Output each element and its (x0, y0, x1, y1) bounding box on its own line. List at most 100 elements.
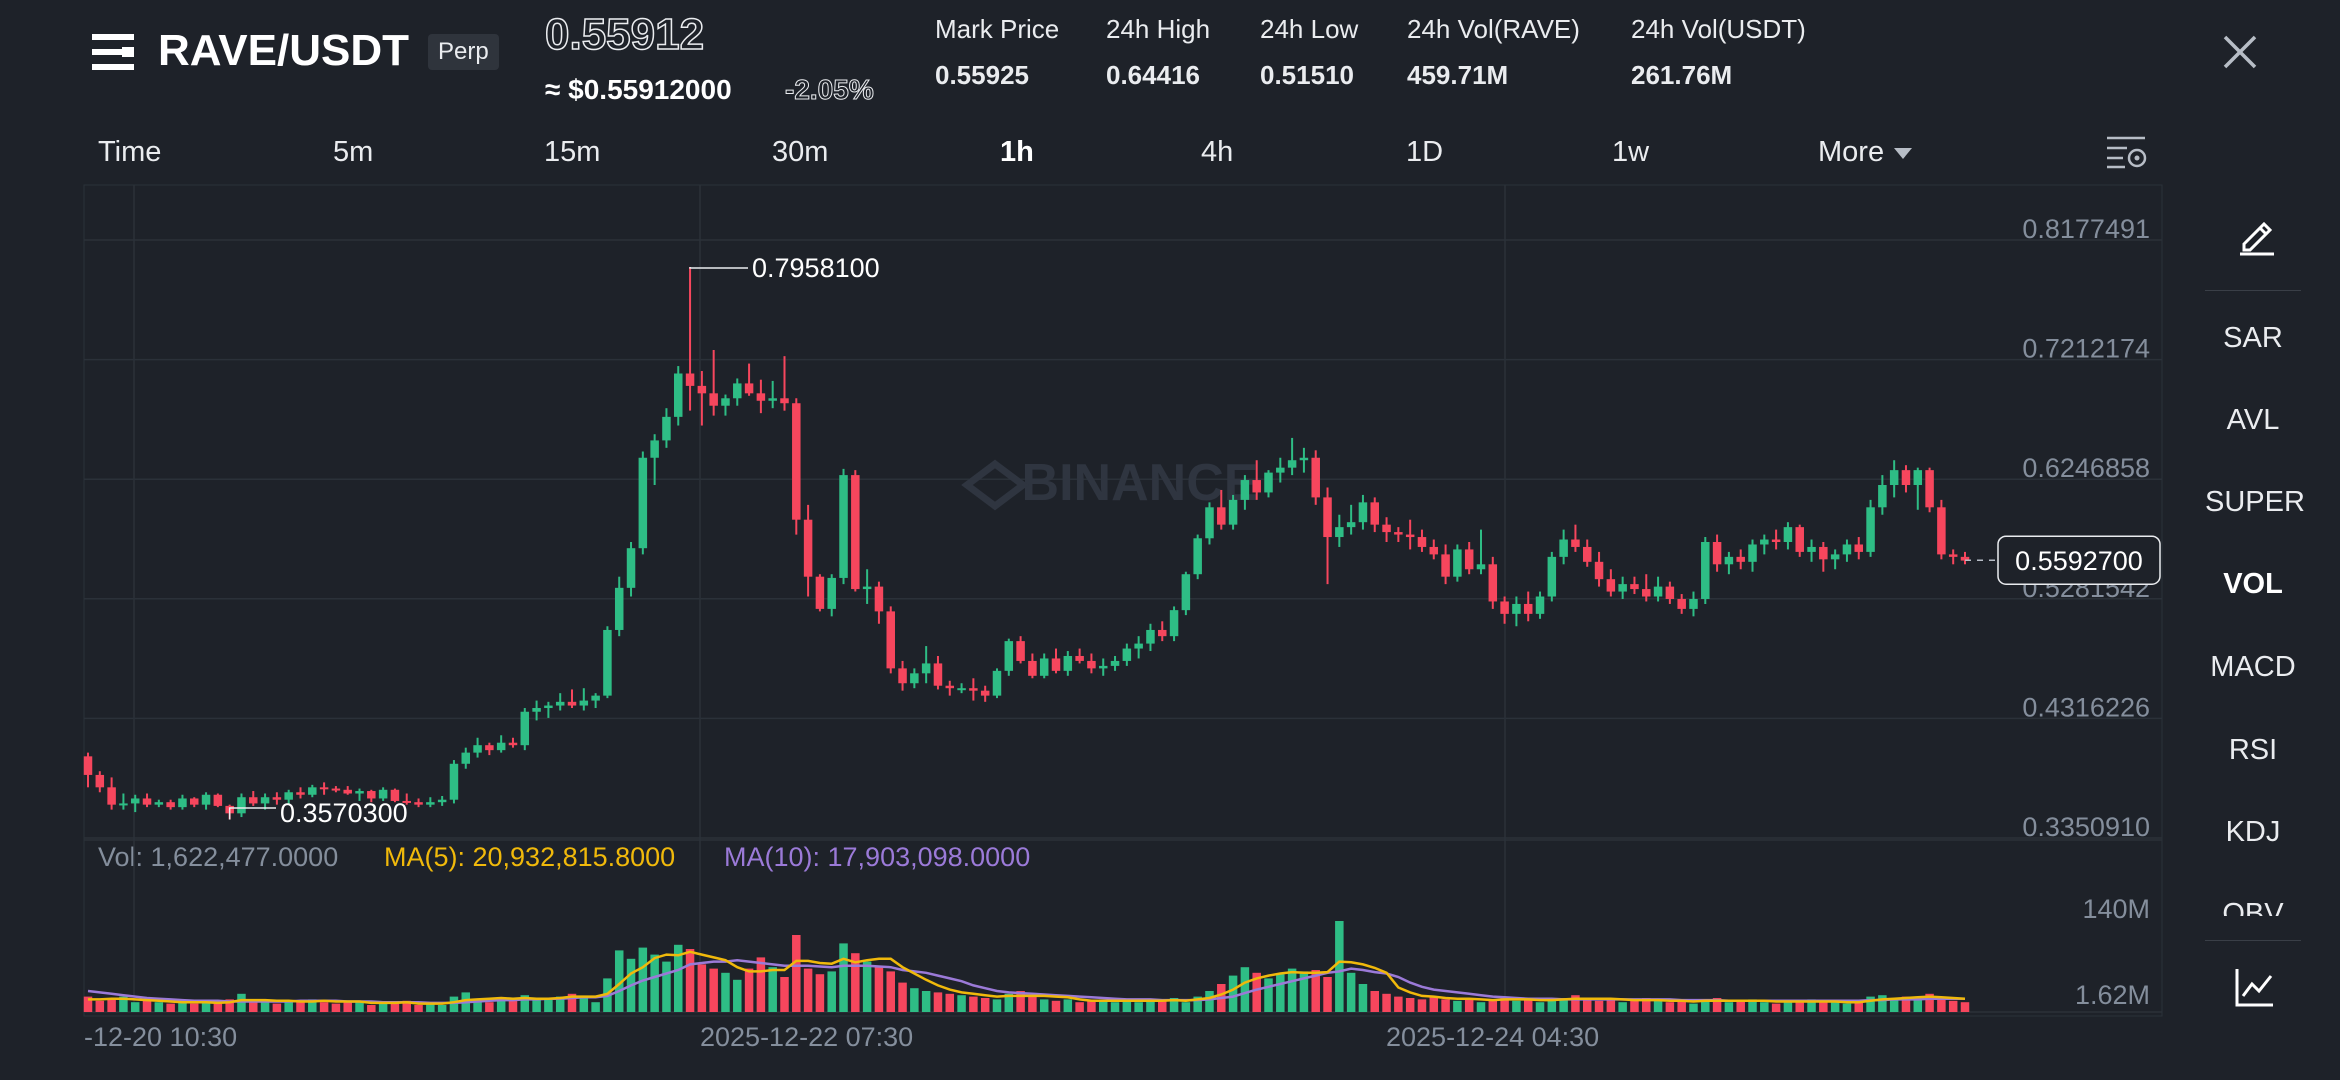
volume-bar (1276, 974, 1285, 1012)
volume-bar (284, 1002, 293, 1012)
stat-value-24h-low: 0.51510 (1260, 60, 1354, 90)
indicator-obv[interactable]: OBV (2222, 898, 2284, 916)
x-axis-label: 2025-12-22 07:30 (700, 1022, 913, 1052)
candle-down (1523, 603, 1533, 614)
volume-bar (1771, 1003, 1781, 1012)
tab-1h[interactable]: 1h (1000, 136, 1034, 168)
low-marker-line (228, 807, 276, 820)
candle-up (1748, 544, 1757, 562)
candle-up (1287, 460, 1297, 468)
volume-bar (957, 995, 966, 1012)
volume-bar (1158, 999, 1167, 1012)
candle-down (980, 690, 990, 696)
candle-up (1122, 648, 1132, 661)
candle-up (355, 791, 364, 794)
volume-bar (473, 999, 482, 1012)
candle-up (555, 701, 565, 706)
candle-down (851, 475, 860, 590)
candle-up (1807, 546, 1816, 552)
volume-bar (792, 935, 801, 1012)
volume-bar (1571, 995, 1580, 1012)
volume-bar (390, 1003, 400, 1012)
stat-value-24h-vol-usdt: 261.76M (1631, 60, 1733, 90)
tab-1d[interactable]: 1D (1406, 136, 1444, 168)
volume-bar (508, 999, 518, 1012)
volume-bar (1913, 998, 1923, 1012)
volume-bar (319, 1002, 329, 1012)
candle-down (969, 688, 978, 691)
volume-bar (992, 999, 1002, 1012)
tab-time[interactable]: Time (98, 136, 162, 168)
tab-5m[interactable]: 5m (333, 136, 374, 168)
volume-bar (1299, 971, 1309, 1012)
volume-bar (532, 998, 541, 1012)
stat-label-mark-price: Mark Price (935, 14, 1060, 44)
usd-price: ≈ $0.55912000 (545, 74, 732, 105)
volume-bar (1205, 991, 1214, 1012)
indicator-sar[interactable]: SAR (2223, 322, 2283, 354)
candle-down (367, 791, 376, 799)
candle-down (567, 701, 577, 706)
volume-bar (213, 1003, 223, 1012)
candle-down (803, 519, 813, 577)
candle-down (213, 794, 223, 806)
volume-bar (1039, 999, 1049, 1012)
tab-4h[interactable]: 4h (1201, 136, 1234, 168)
candle-down (1642, 589, 1651, 597)
stat-label-24h-vol-rave: 24h Vol(RAVE) (1407, 14, 1580, 44)
line-chart-icon[interactable] (2234, 966, 2276, 1008)
candle-up (1228, 499, 1238, 525)
tab-1w[interactable]: 1w (1612, 136, 1650, 168)
indicator-rsi[interactable]: RSI (2228, 734, 2278, 766)
volume-bar (1878, 995, 1887, 1012)
volume-bar (1323, 977, 1332, 1012)
volume-bar (1618, 1002, 1627, 1012)
tab-30m[interactable]: 30m (772, 136, 829, 168)
volume-bar (520, 995, 530, 1012)
pencil-icon[interactable] (2236, 214, 2278, 256)
volume-bar (1500, 998, 1509, 1012)
volume-bar (803, 968, 813, 1012)
candle-up (1264, 472, 1273, 493)
indicator-vol[interactable]: VOL (2223, 568, 2283, 600)
volume-bar (142, 1000, 152, 1012)
volume-bar (449, 996, 459, 1012)
candle-up (544, 705, 553, 709)
volume-bar (1559, 998, 1568, 1012)
tab-15m[interactable]: 15m (544, 136, 601, 168)
candle-down (390, 789, 400, 801)
indicator-avl[interactable]: AVL (2226, 404, 2280, 436)
indicator-super[interactable]: SUPER (2205, 486, 2305, 518)
candle-down (1488, 564, 1498, 602)
candle-down (945, 685, 955, 689)
volume-bar (1830, 1002, 1840, 1012)
candle-up (992, 670, 1002, 696)
close-icon[interactable] (2222, 34, 2258, 70)
volume-bar (402, 1000, 411, 1012)
pair-title[interactable]: RAVE/USDT (158, 26, 409, 75)
volume-bar (1712, 998, 1722, 1012)
candle-up (378, 789, 388, 799)
candle-up (1110, 660, 1120, 666)
menu-icon[interactable] (92, 32, 138, 72)
volume-bar (1098, 999, 1108, 1012)
candle-up (1724, 556, 1734, 565)
volume-bar (1523, 999, 1533, 1012)
volume-bar (1240, 967, 1250, 1012)
volume-bar (225, 999, 234, 1012)
indicator-kdj[interactable]: KDJ (2225, 816, 2281, 848)
candle-down (166, 802, 175, 808)
chart-settings-icon[interactable] (2105, 134, 2147, 170)
candle-up (1476, 564, 1486, 570)
volume-bar (579, 998, 589, 1012)
volume-bar (1866, 996, 1875, 1012)
candle-down (1901, 470, 1911, 486)
volume-bar (272, 1003, 282, 1012)
volume-bar (1948, 1000, 1958, 1012)
tab-more[interactable]: More (1818, 136, 1913, 169)
indicator-macd[interactable]: MACD (2210, 651, 2296, 683)
volume-bar (1028, 996, 1037, 1012)
candle-up (1866, 507, 1875, 552)
candle-up (449, 763, 459, 800)
